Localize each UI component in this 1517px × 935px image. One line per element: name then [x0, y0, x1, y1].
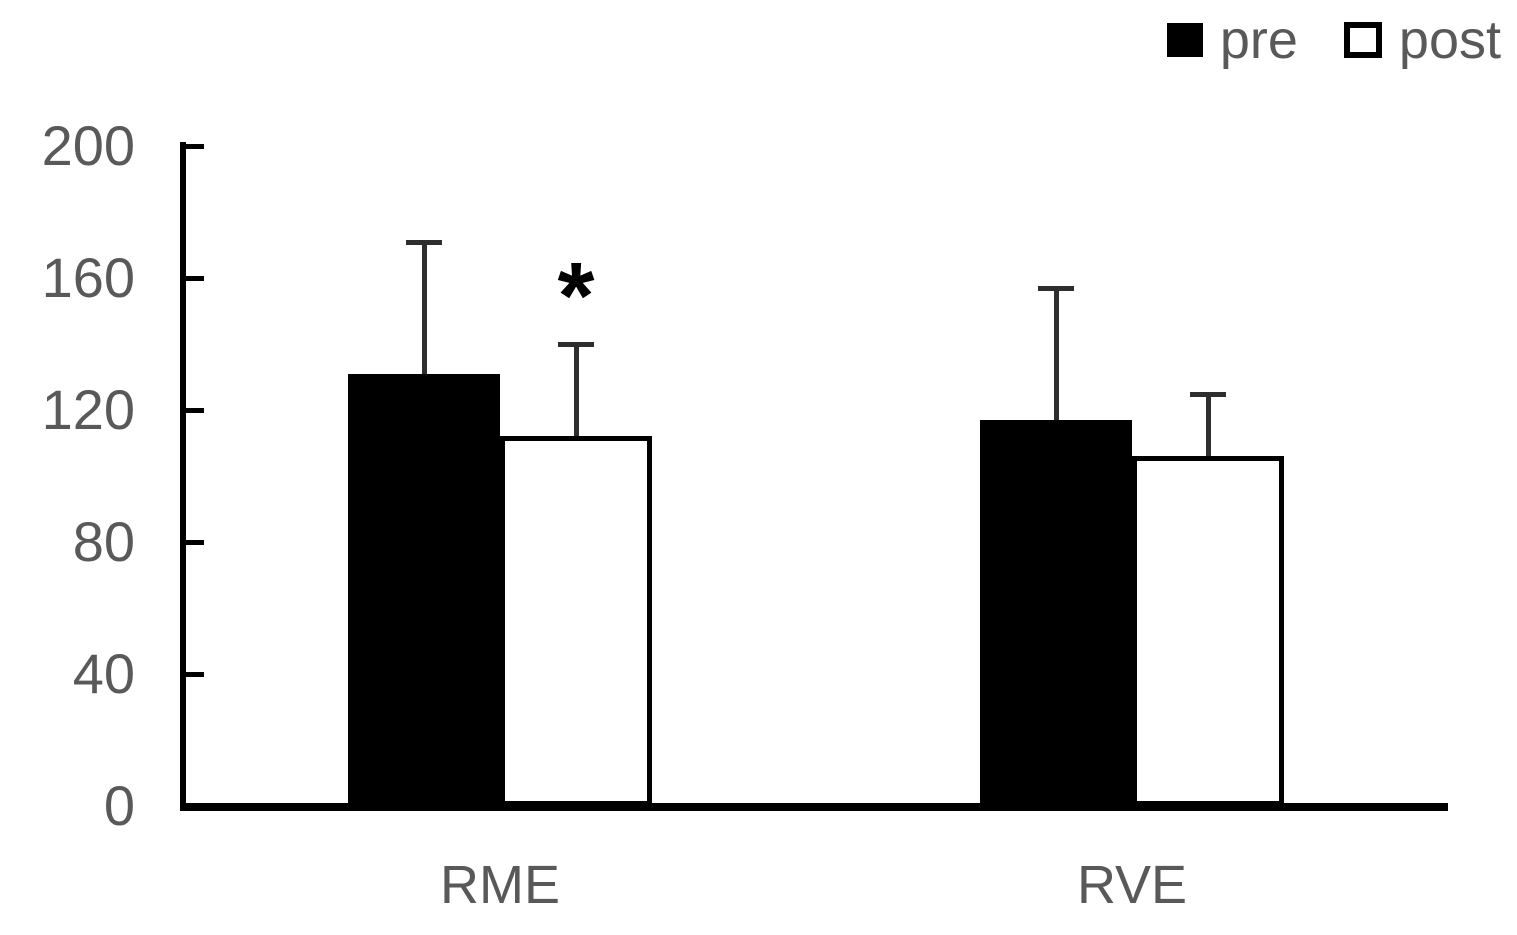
- error-bar-line-pre-RME: [421, 241, 427, 374]
- y-axis-tick: [186, 144, 204, 149]
- error-bar-cap-pre-RVE: [1038, 285, 1074, 291]
- bar-pre-RVE: [980, 419, 1132, 806]
- x-axis-line: [180, 803, 1448, 811]
- y-axis-tick: [186, 672, 204, 677]
- error-bar-line-pre-RVE: [1053, 287, 1059, 420]
- y-axis-tick: [186, 540, 204, 545]
- y-axis-line: [180, 142, 186, 811]
- x-axis-category-label: RVE: [1076, 855, 1188, 915]
- y-axis-tick: [186, 804, 204, 809]
- legend-label-post: post: [1398, 10, 1501, 70]
- significance-marker: *: [557, 243, 595, 349]
- error-bar-cap-post-RME: [558, 342, 594, 347]
- y-axis-tick: [186, 276, 204, 281]
- error-bar-cap-post-RVE: [1190, 391, 1226, 397]
- error-bar-line-post-RVE: [1205, 393, 1211, 457]
- y-axis-tick-label: 80: [72, 510, 135, 573]
- x-axis-category-label: RME: [440, 855, 560, 915]
- legend-label-pre: pre: [1219, 10, 1298, 70]
- y-axis-tick: [186, 408, 204, 413]
- legend-item-post: post: [1343, 10, 1501, 70]
- y-axis-tick-label: 200: [41, 114, 135, 177]
- y-axis-tick-label: 40: [72, 642, 135, 705]
- pre-series-swatch-icon: [1166, 23, 1203, 57]
- bar-post-RME: [500, 436, 652, 806]
- legend-item-pre: pre: [1166, 10, 1298, 70]
- bar-post-RVE: [1132, 456, 1284, 806]
- y-axis-tick-label: 120: [41, 378, 135, 441]
- y-axis-tick-label: 160: [41, 246, 135, 309]
- chart-legend: pre post: [1166, 10, 1501, 70]
- error-bar-cap-pre-RME: [406, 239, 442, 245]
- bar-pre-RME: [348, 373, 500, 806]
- error-bar-line-post-RME: [573, 344, 579, 437]
- y-axis-tick-label: 0: [103, 774, 135, 837]
- post-series-swatch-icon: [1343, 22, 1382, 58]
